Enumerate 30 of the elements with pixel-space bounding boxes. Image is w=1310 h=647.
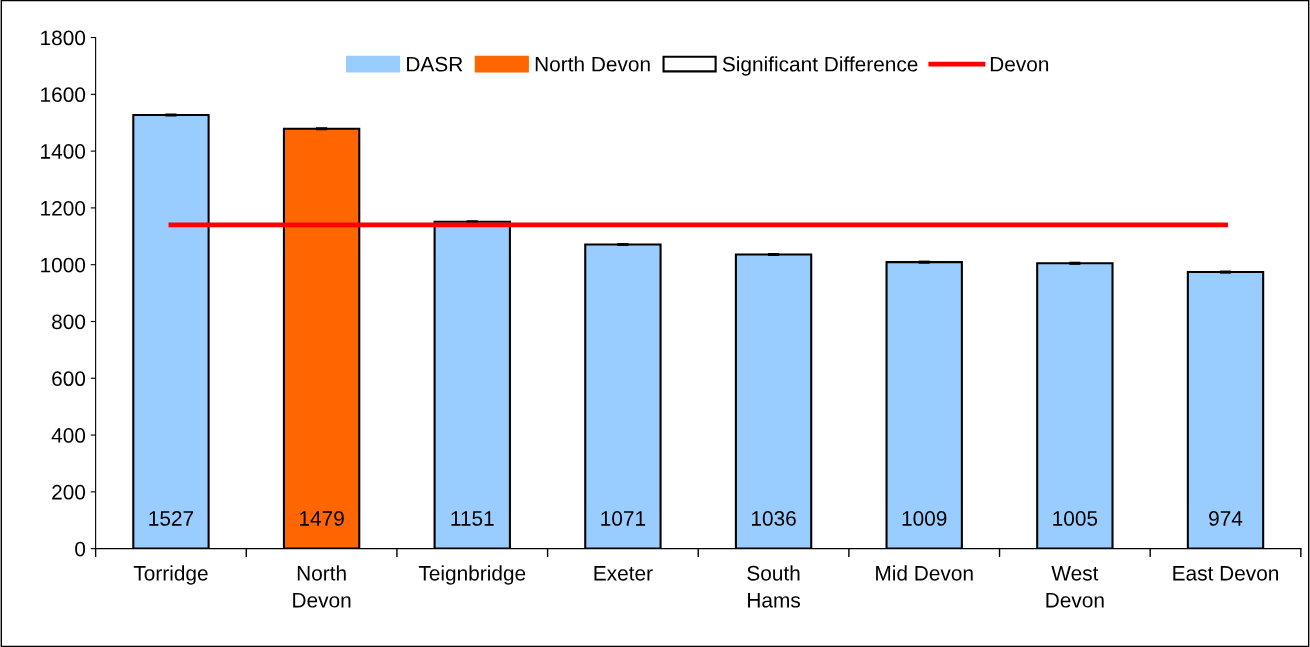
y-tick-label: 200	[52, 484, 86, 500]
data-label: 1036	[751, 511, 796, 526]
legend-label: North Devon	[535, 56, 650, 72]
data-label: 1527	[149, 511, 194, 526]
legend-label: Devon	[990, 57, 1049, 72]
x-tick-label: East Devon	[1173, 566, 1278, 581]
legend-label: Significant Difference	[722, 56, 918, 76]
data-label: 1151	[451, 511, 494, 526]
data-label: 1071	[601, 511, 646, 526]
y-tick-label: 1000	[41, 257, 86, 273]
x-tick-label: Torridge	[133, 565, 208, 585]
x-tick-label: Exeter	[594, 566, 653, 581]
y-tick-label: 600	[52, 371, 86, 387]
y-tick-label: 0	[75, 541, 86, 557]
y-tick-label: 1800	[41, 30, 86, 46]
y-tick-label: 1600	[41, 87, 86, 103]
legend-label: DASR	[407, 56, 463, 72]
x-tick-label: Teignbridge	[418, 565, 526, 585]
data-label: 974	[1209, 511, 1243, 526]
y-tick-label: 1200	[41, 200, 86, 216]
y-tick-label: 400	[51, 428, 86, 443]
data-label: 1005	[1053, 511, 1098, 526]
data-label: 1009	[902, 511, 947, 526]
x-tick-label: North Devon	[293, 565, 351, 608]
y-tick-label: 800	[52, 314, 86, 330]
x-tick-label: West Devon	[1046, 566, 1104, 608]
y-tick-label: 1400	[41, 144, 86, 159]
x-tick-label: Mid Devon	[876, 565, 973, 581]
data-label: 1479	[300, 511, 344, 526]
x-tick-label: South Hams	[747, 565, 801, 608]
